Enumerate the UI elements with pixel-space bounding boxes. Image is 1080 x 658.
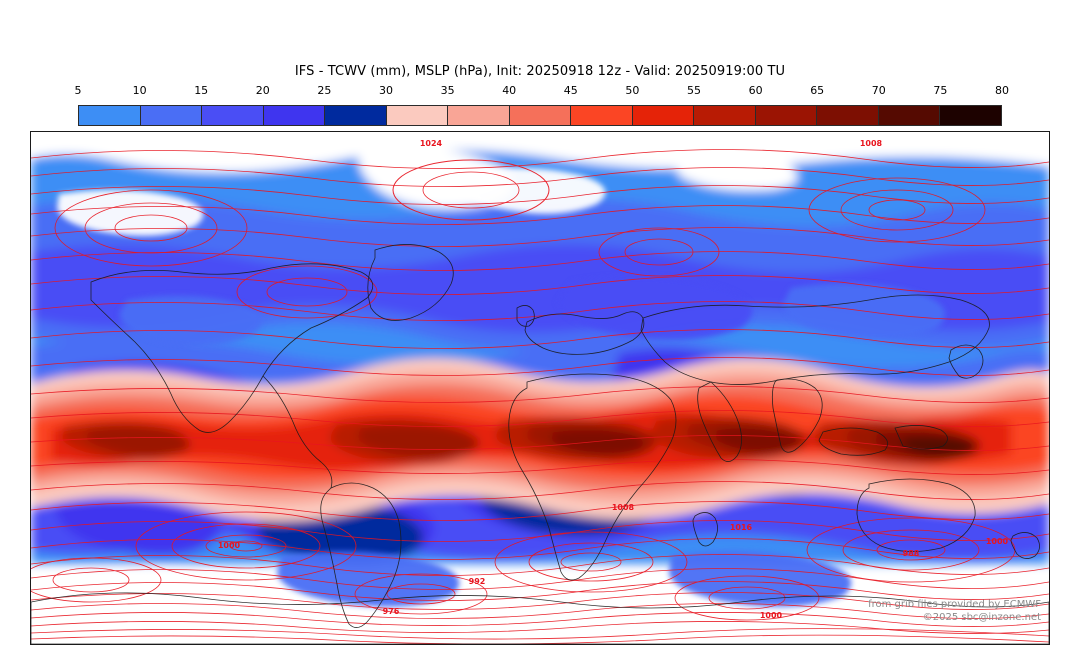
colorbar-segment — [140, 106, 203, 125]
colorbar-segment — [509, 106, 572, 125]
colorbar-segment — [817, 106, 879, 125]
contour-label: 1000 — [986, 537, 1009, 546]
colorbar-segment — [571, 106, 633, 125]
colorbar-tick-label: 20 — [255, 84, 270, 97]
colorbar: 5 10 15 20 25 30 35 40 45 50 55 60 65 70 75 80 — [75, 84, 1009, 126]
colorbar-segment — [448, 106, 510, 125]
contour-label: 1000 — [218, 541, 241, 550]
contour-label: 1024 — [420, 139, 443, 148]
colorbar-tick-label: 45 — [563, 84, 578, 97]
contour-label: 1008 — [860, 139, 883, 148]
contour-label: 1016 — [730, 523, 753, 532]
colorbar-segment — [755, 106, 818, 125]
colorbar-tick-label: 35 — [440, 84, 455, 97]
colorbar-segment — [694, 106, 756, 125]
contour-label: 992 — [469, 577, 486, 586]
colorbar-segment — [940, 106, 1001, 125]
contour-label: 1008 — [612, 503, 635, 512]
contour-label: 1000 — [760, 611, 783, 620]
mslp-contours — [31, 149, 1049, 644]
colorbar-segment — [632, 106, 695, 125]
colorbar-tick-label: 40 — [502, 84, 517, 97]
colorbar-segment — [386, 106, 449, 125]
colorbar-tick-label: 15 — [194, 84, 209, 97]
page-title: IFS - TCWV (mm), MSLP (hPa), Init: 20250… — [294, 64, 786, 79]
colorbar-tick-label: 65 — [810, 84, 825, 97]
colorbar-tick-label: 30 — [378, 84, 393, 97]
colorbar-segment — [325, 106, 387, 125]
colorbar-segment — [263, 106, 326, 125]
map-layers: 1024 1008 1008 1000 1000 992 976 1008 10… — [31, 132, 1049, 644]
colorbar-gradient — [78, 105, 1002, 126]
contour-labels: 1024 1008 1008 1000 1000 992 976 1008 10… — [218, 139, 1009, 620]
colorbar-segment — [79, 106, 141, 125]
contour-label: 976 — [383, 607, 400, 616]
colorbar-tick-label: 80 — [995, 84, 1009, 97]
tcwv-detail-patches — [57, 167, 946, 607]
colorbar-tick-label: 25 — [317, 84, 332, 97]
coastlines — [31, 244, 1049, 644]
colorbar-tick-label: 60 — [748, 84, 763, 97]
colorbar-tick-label: 75 — [933, 84, 948, 97]
map-svg: 1024 1008 1008 1000 1000 992 976 1008 10… — [31, 132, 1049, 644]
colorbar-tick-label: 5 — [74, 84, 82, 97]
colorbar-tick-label: 50 — [625, 84, 640, 97]
colorbar-segment — [878, 106, 941, 125]
colorbar-tick-labels: 5 10 15 20 25 30 35 40 45 50 55 60 65 70 75 80 — [74, 84, 1010, 102]
map-panel[interactable]: 1024 1008 1008 1000 1000 992 976 1008 10… — [30, 131, 1050, 645]
colorbar-tick-label: 10 — [132, 84, 147, 97]
colorbar-tick-label: 55 — [686, 84, 701, 97]
contour-label: 988 — [903, 549, 920, 558]
colorbar-tick-label: 70 — [871, 84, 886, 97]
colorbar-segment — [202, 106, 264, 125]
